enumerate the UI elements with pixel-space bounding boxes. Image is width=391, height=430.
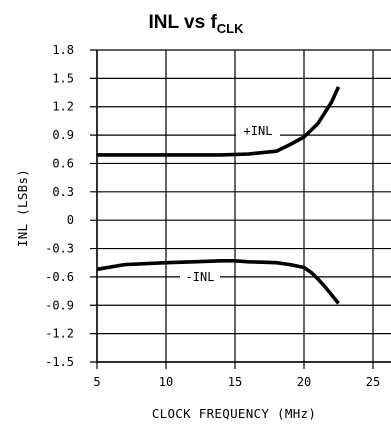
chart-title-subscript: CLK	[217, 21, 244, 36]
y-tick-label: 0	[67, 213, 74, 227]
y-tick-label: 0.3	[52, 185, 74, 199]
plus-inl-label-bg	[236, 122, 280, 138]
x-axis-label: CLOCK FREQUENCY (MHz)	[152, 406, 316, 421]
y-tick-label: 1.2	[52, 100, 74, 114]
minus-inl-label: -INL	[186, 270, 215, 284]
y-tick-label: 1.5	[52, 71, 74, 85]
chart-title: INL vs fCLK	[149, 12, 245, 36]
minus-inl-curve	[96, 259, 340, 305]
y-tick-label: 0.6	[52, 156, 74, 170]
x-tick-label: 5	[93, 375, 100, 389]
y-tick-label: -1.2	[45, 327, 74, 341]
y-axis-label: INL (LSBs)	[15, 169, 30, 247]
x-tick-label: 15	[228, 375, 242, 389]
y-tick-label: -0.6	[45, 270, 74, 284]
chart-title-main: INL vs f	[149, 12, 218, 33]
x-tick-label: 10	[159, 375, 173, 389]
plot-frame	[96, 50, 391, 363]
minus-inl-label-bg	[180, 268, 220, 284]
y-tick-label: -0.9	[45, 298, 74, 312]
y-tick-label: -0.3	[45, 242, 74, 256]
plus-inl-curve	[97, 86, 341, 157]
grid	[90, 49, 391, 369]
y-tick-label: 0.9	[52, 128, 74, 142]
series-curves	[96, 86, 341, 305]
x-tick-label: 20	[297, 375, 311, 389]
x-tick-labels: 5 10 15 20 25	[93, 375, 380, 389]
x-tick-label: 25	[366, 375, 380, 389]
y-tick-label: 1.8	[52, 43, 74, 57]
plus-inl-label: +INL	[244, 124, 273, 138]
y-tick-label: -1.5	[45, 355, 74, 369]
y-tick-labels: 1.8 1.5 1.2 0.9 0.6 0.3 0 -0.3 -0.6 -0.9 -1.2 -1.5	[45, 43, 74, 369]
